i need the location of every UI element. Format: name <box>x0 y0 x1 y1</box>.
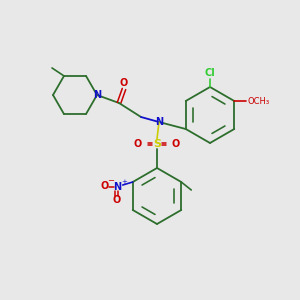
Text: N: N <box>93 90 101 100</box>
Text: O: O <box>100 181 109 191</box>
Text: +: + <box>121 179 127 185</box>
Text: −: − <box>107 176 114 185</box>
Text: N: N <box>113 182 121 192</box>
Text: O: O <box>172 139 180 149</box>
Text: O: O <box>134 139 142 149</box>
Text: OCH₃: OCH₃ <box>247 97 269 106</box>
Text: N: N <box>155 117 163 127</box>
Text: O: O <box>112 195 121 205</box>
Text: S: S <box>153 139 161 149</box>
Text: O: O <box>120 78 128 88</box>
Text: Cl: Cl <box>205 68 215 78</box>
